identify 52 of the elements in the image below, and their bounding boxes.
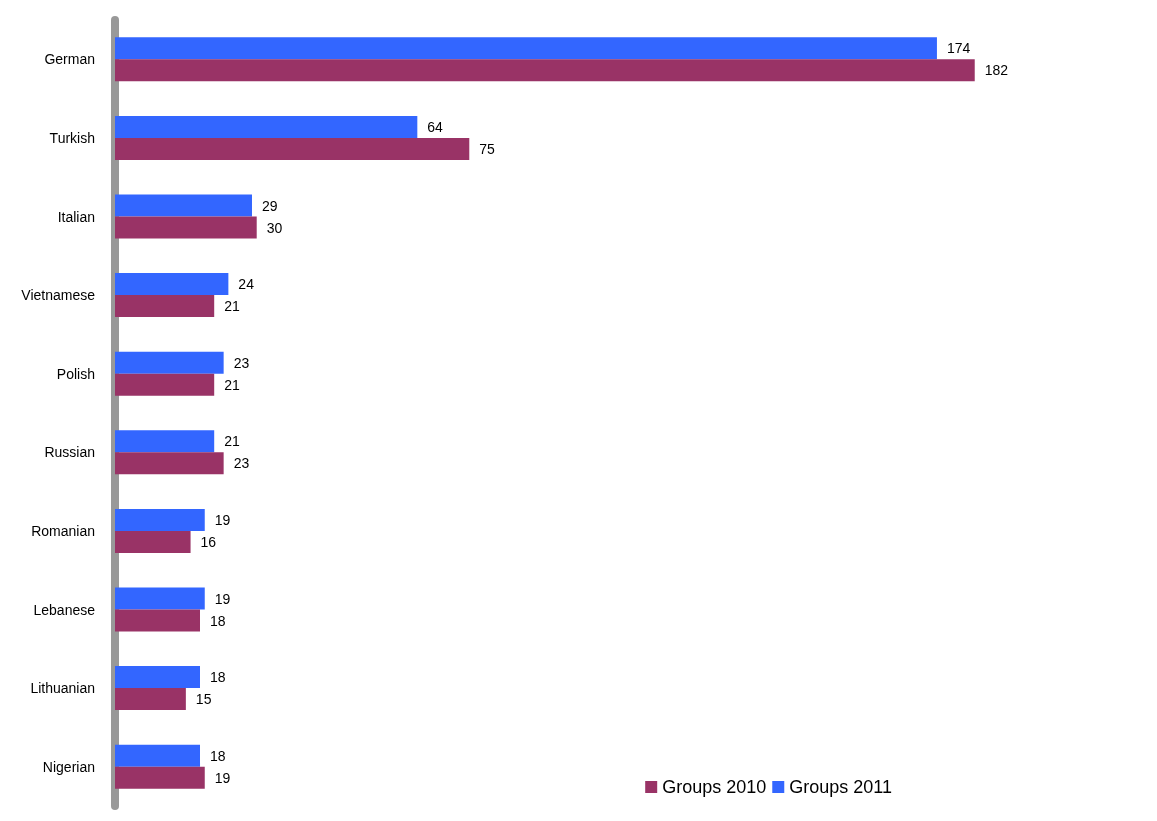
data-label: 23 <box>233 354 250 371</box>
data-label: 182 <box>984 62 1009 79</box>
data-label: 18 <box>210 747 226 764</box>
data-label: 19 <box>214 511 231 528</box>
bar <box>115 373 215 396</box>
y-tick-label: Nigerian <box>42 758 95 775</box>
bar <box>115 351 224 374</box>
data-label: 64 <box>427 118 444 135</box>
data-label: 18 <box>210 669 226 686</box>
y-tick-label: Romanian <box>31 522 95 539</box>
bar <box>115 744 201 767</box>
bar <box>115 530 191 553</box>
data-label: 19 <box>214 590 231 607</box>
y-tick-label: Lithuanian <box>30 680 95 697</box>
bar <box>115 216 257 239</box>
legend-label: Groups 2010 <box>662 777 767 797</box>
bar <box>115 430 215 453</box>
data-label: 174 <box>946 40 971 57</box>
bar <box>115 688 186 711</box>
bar <box>115 452 224 475</box>
bar <box>115 666 201 689</box>
data-label: 16 <box>200 533 217 550</box>
data-label: 29 <box>261 197 278 214</box>
y-tick-label: Turkish <box>49 129 95 146</box>
bar <box>115 115 418 138</box>
y-tick-label: Italian <box>57 208 95 225</box>
data-label: 75 <box>479 140 496 157</box>
y-tick-label: Polish <box>56 365 95 382</box>
data-label: 24 <box>238 276 255 293</box>
bar <box>115 194 252 217</box>
bar <box>115 59 975 82</box>
data-label: 21 <box>224 376 240 393</box>
bar <box>115 273 229 296</box>
data-label: 21 <box>224 433 240 450</box>
bar <box>115 766 205 789</box>
bar <box>115 137 470 160</box>
data-label: 30 <box>266 219 283 236</box>
data-label: 18 <box>210 612 226 629</box>
y-tick-label: Lebanese <box>33 601 96 618</box>
legend-label: Groups 2011 <box>789 777 893 797</box>
bar <box>115 295 215 318</box>
y-tick-label: Vietnamese <box>21 287 96 304</box>
y-tick-label: German <box>44 51 95 68</box>
data-label: 15 <box>195 691 212 708</box>
data-label: 19 <box>214 769 231 786</box>
data-label: 23 <box>233 455 250 472</box>
data-label: 21 <box>224 298 240 315</box>
bar <box>115 508 205 531</box>
y-tick-label: Russian <box>44 444 95 461</box>
bar <box>115 37 937 60</box>
bar <box>115 609 201 632</box>
bar <box>115 587 205 610</box>
